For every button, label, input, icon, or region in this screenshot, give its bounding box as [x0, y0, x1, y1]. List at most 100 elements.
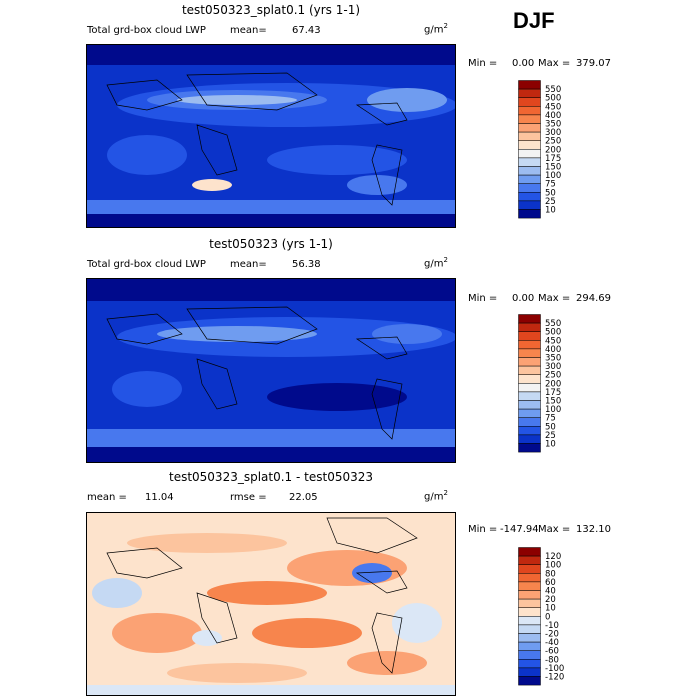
- colorbar-tick-label: 500: [545, 328, 561, 338]
- colorbar-swatch: [518, 80, 541, 90]
- panel-3-title: test050323_splat0.1 - test050323: [168, 470, 373, 484]
- colorbar-swatch: [518, 340, 541, 350]
- colorbar-swatch: [518, 123, 541, 133]
- colorbar-tick-label: 25: [545, 431, 556, 441]
- colorbar-tick-label: 100: [545, 405, 561, 415]
- colorbar-tick-label: 75: [545, 414, 556, 424]
- panel-1-mean-label: mean=: [230, 25, 267, 36]
- colorbar-tick-label: -100: [545, 664, 564, 674]
- colorbar-swatch: [518, 616, 541, 626]
- colorbar-swatch: [518, 314, 541, 324]
- colorbar-tick-label: 20: [545, 595, 556, 605]
- colorbar-swatch: [518, 383, 541, 393]
- colorbar-tick-label: 250: [545, 137, 561, 147]
- colorbar-swatch: [518, 157, 541, 167]
- colorbar-tick-label: 75: [545, 180, 556, 190]
- colorbar-swatch: [518, 400, 541, 410]
- panel-1-title: test050323_splat0.1 (yrs 1-1): [181, 3, 361, 17]
- colorbar-swatch: [518, 374, 541, 384]
- colorbar-swatch: [518, 590, 541, 600]
- panel-3-mean-label: mean =: [87, 492, 127, 503]
- panel-1-unit: g/m2: [424, 22, 448, 36]
- panel-2-mean-label: mean=: [230, 259, 267, 270]
- colorbar-tick-label: -20: [545, 630, 559, 640]
- panel-2-title: test050323 (yrs 1-1): [209, 237, 333, 251]
- colorbar-swatch: [518, 555, 541, 565]
- colorbar-tick-label: -40: [545, 638, 559, 648]
- colorbar-swatch: [518, 209, 541, 219]
- panel-1-map-svg: [87, 45, 455, 227]
- panel-3-colorbar: 120 100 80 60 40 20 10 0 -10 -20 -40 -60 -80 -100 -120: [518, 547, 598, 687]
- colorbar-swatch: [518, 659, 541, 669]
- colorbar-tick-label: 250: [545, 371, 561, 381]
- panel-2-field-label: Total grd-box cloud LWP: [87, 259, 206, 270]
- colorbar-tick-label: 25: [545, 197, 556, 207]
- colorbar-tick-label: -10: [545, 621, 559, 631]
- colorbar-tick-label: 10: [545, 440, 556, 450]
- colorbar-swatch: [518, 650, 541, 660]
- colorbar-tick-label: 150: [545, 163, 561, 173]
- colorbar-swatch: [518, 174, 541, 184]
- colorbar-swatch: [518, 391, 541, 401]
- colorbar-tick-label: 400: [545, 345, 561, 355]
- colorbar-tick-label: 300: [545, 128, 561, 138]
- panel-3-rmse-label: rmse =: [230, 492, 267, 503]
- panel-3-min-value: -147.94: [500, 524, 539, 535]
- colorbar-swatch: [518, 443, 541, 453]
- panel-1-max-value: 379.07: [576, 58, 611, 69]
- colorbar-swatch: [518, 426, 541, 436]
- colorbar-swatch: [518, 434, 541, 444]
- panel-2-min-value: 0.00: [512, 293, 535, 304]
- colorbar-swatch: [518, 114, 541, 124]
- panel-1-min-value: 0.00: [512, 58, 535, 69]
- colorbar-swatch: [518, 365, 541, 375]
- colorbar-tick-label: 100: [545, 561, 561, 571]
- panel-2-map: [86, 278, 456, 463]
- panel-2-colorbar: 550 500 450 400 350 300 250 200 175 150 100 75 50 25 1…: [518, 314, 598, 454]
- panel-2-min-label: Min =: [468, 293, 498, 304]
- colorbar-swatch: [518, 348, 541, 358]
- colorbar-swatch: [518, 581, 541, 591]
- colorbar-swatch: [518, 97, 541, 107]
- panel-1-map: [86, 44, 456, 228]
- colorbar-tick-label: 550: [545, 319, 561, 329]
- panel-2-unit: g/m2: [424, 256, 448, 270]
- colorbar-swatch: [518, 676, 541, 686]
- colorbar-tick-label: 80: [545, 569, 556, 579]
- colorbar-tick-label: 175: [545, 388, 561, 398]
- panel-2-map-svg: [87, 279, 455, 462]
- colorbar-swatch: [518, 192, 541, 202]
- colorbar-tick-label: 500: [545, 94, 561, 104]
- colorbar-swatch: [518, 633, 541, 643]
- panel-3-max-value: 132.10: [576, 524, 611, 535]
- colorbar-swatch: [518, 598, 541, 608]
- colorbar-swatch: [518, 200, 541, 210]
- colorbar-tick-label: 200: [545, 145, 561, 155]
- panel-3-unit: g/m2: [424, 489, 448, 503]
- colorbar-swatch: [518, 573, 541, 583]
- colorbar-swatch: [518, 322, 541, 332]
- colorbar-swatch: [518, 624, 541, 634]
- colorbar-swatch: [518, 667, 541, 677]
- colorbar-swatch: [518, 131, 541, 141]
- colorbar-tick-label: 0: [545, 612, 550, 622]
- colorbar-swatch: [518, 357, 541, 367]
- panel-1-field-label: Total grd-box cloud LWP: [87, 25, 206, 36]
- colorbar-swatch: [518, 140, 541, 150]
- colorbar-tick-label: 400: [545, 111, 561, 121]
- colorbar-swatch: [518, 408, 541, 418]
- colorbar-swatch: [518, 331, 541, 341]
- colorbar-swatch: [518, 564, 541, 574]
- colorbar-tick-label: 150: [545, 397, 561, 407]
- colorbar-tick-label: -80: [545, 655, 559, 665]
- colorbar-swatch: [518, 641, 541, 651]
- colorbar-swatch: [518, 149, 541, 159]
- colorbar-tick-label: 100: [545, 171, 561, 181]
- colorbar-tick-label: 120: [545, 552, 561, 562]
- colorbar-tick-label: 350: [545, 354, 561, 364]
- panel-2-max-value: 294.69: [576, 293, 611, 304]
- colorbar-swatch: [518, 417, 541, 427]
- season-label: DJF: [513, 8, 555, 33]
- panel-3-map-svg: [87, 513, 455, 695]
- colorbar-swatch: [518, 547, 541, 557]
